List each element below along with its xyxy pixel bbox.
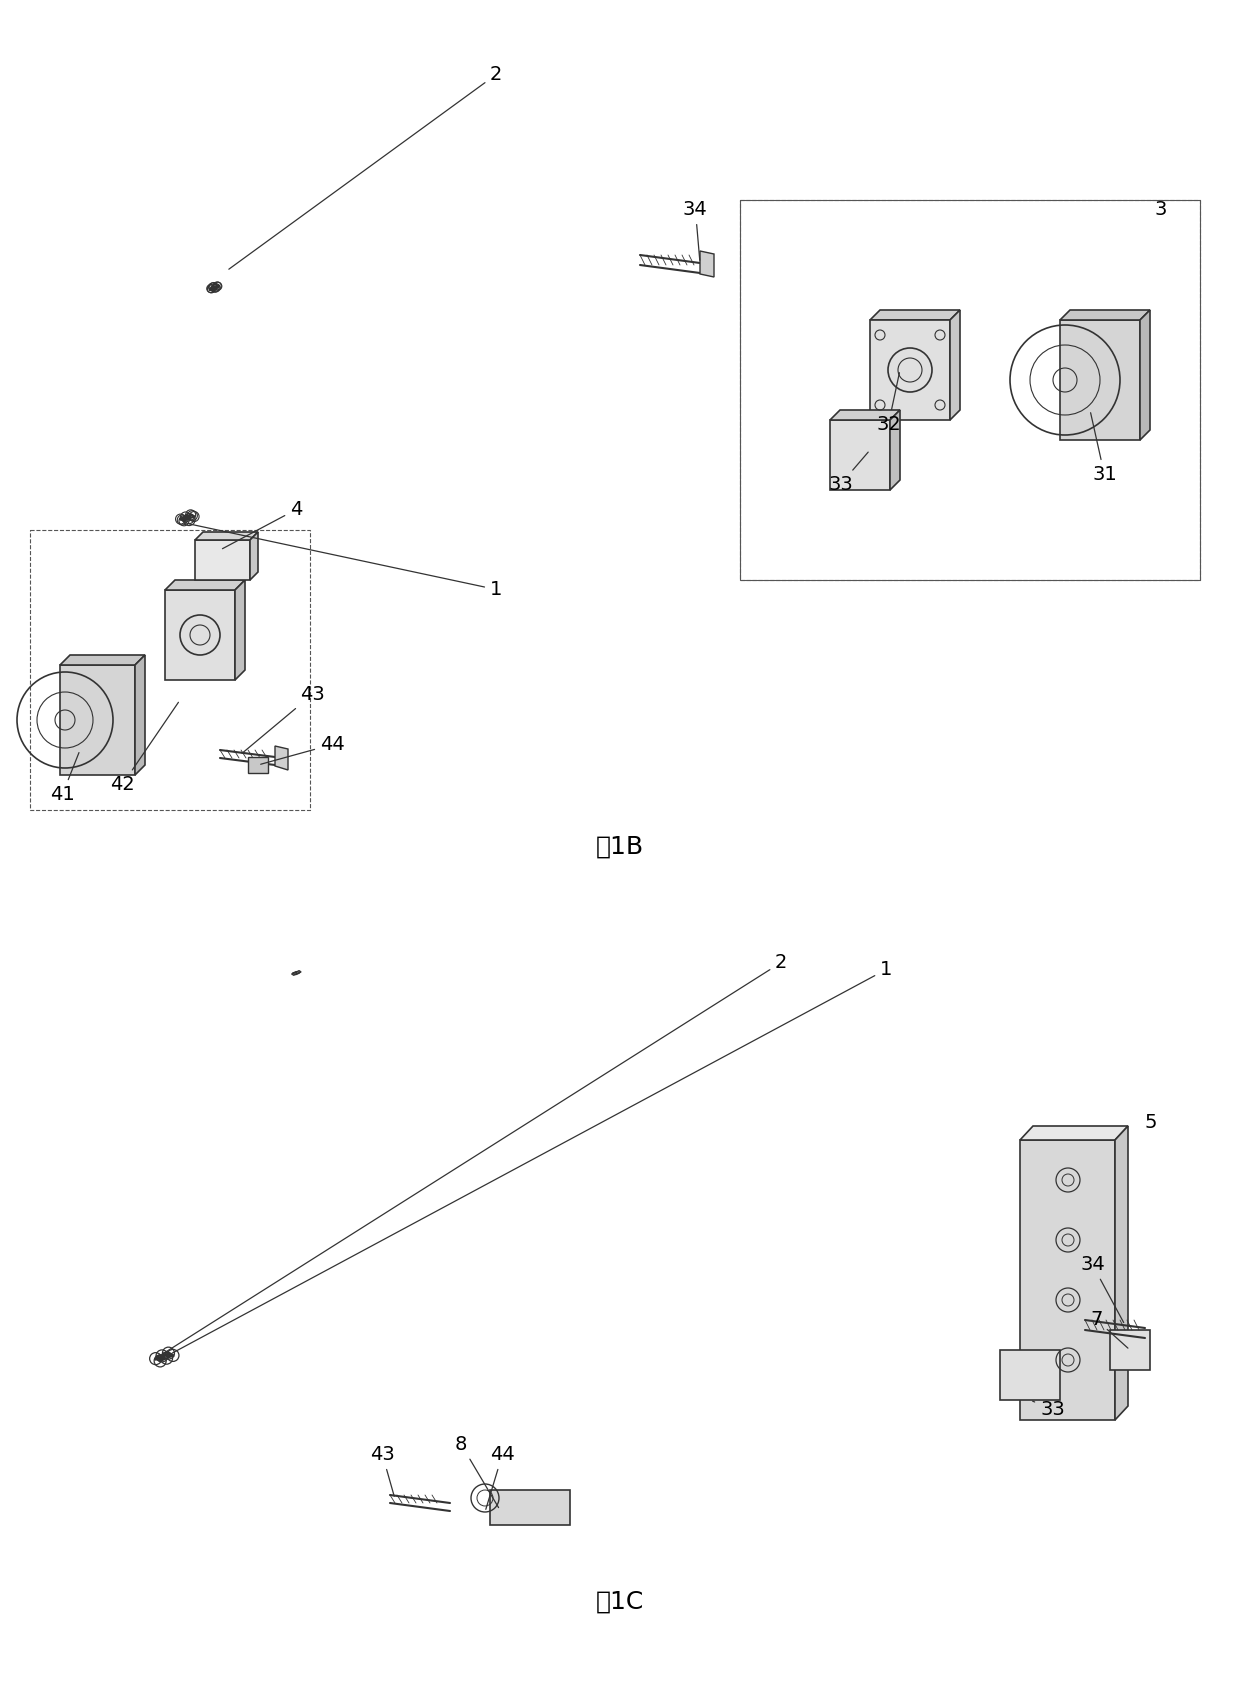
Polygon shape	[186, 517, 187, 519]
Polygon shape	[195, 532, 258, 541]
Polygon shape	[250, 532, 258, 580]
Text: 1: 1	[190, 524, 502, 598]
Text: 4: 4	[222, 500, 303, 549]
Polygon shape	[135, 654, 145, 775]
Polygon shape	[156, 1358, 161, 1359]
Polygon shape	[701, 251, 714, 276]
Text: 31: 31	[1091, 412, 1117, 485]
Polygon shape	[160, 1354, 161, 1358]
Polygon shape	[1110, 1331, 1149, 1370]
Polygon shape	[185, 517, 188, 519]
Polygon shape	[195, 541, 250, 580]
Polygon shape	[890, 410, 900, 490]
Text: 32: 32	[875, 373, 900, 434]
Polygon shape	[60, 664, 135, 775]
Polygon shape	[211, 286, 217, 290]
Polygon shape	[186, 517, 188, 519]
Polygon shape	[184, 517, 186, 520]
Polygon shape	[870, 310, 960, 320]
Polygon shape	[830, 420, 890, 490]
Polygon shape	[999, 1349, 1060, 1400]
Polygon shape	[1115, 1125, 1128, 1420]
Polygon shape	[181, 517, 184, 519]
Polygon shape	[215, 286, 216, 290]
Text: 2: 2	[229, 64, 502, 270]
Bar	[30, 531, 310, 810]
Polygon shape	[210, 288, 211, 290]
Text: 43: 43	[242, 685, 325, 753]
Polygon shape	[164, 1353, 167, 1356]
Polygon shape	[180, 515, 191, 520]
Polygon shape	[180, 515, 195, 520]
Text: 43: 43	[370, 1446, 394, 1497]
Polygon shape	[212, 286, 215, 288]
Polygon shape	[1060, 310, 1149, 320]
Polygon shape	[181, 519, 185, 520]
Polygon shape	[184, 517, 185, 519]
Polygon shape	[187, 515, 188, 517]
Text: 1: 1	[172, 959, 893, 1353]
Polygon shape	[166, 1356, 171, 1358]
Polygon shape	[870, 320, 950, 420]
Text: 33: 33	[828, 453, 868, 493]
Polygon shape	[169, 1353, 174, 1356]
Text: 44: 44	[260, 736, 345, 764]
Polygon shape	[165, 590, 236, 680]
Polygon shape	[295, 973, 299, 975]
Text: 图1C: 图1C	[596, 1590, 644, 1614]
Bar	[740, 200, 1200, 580]
Polygon shape	[275, 746, 288, 770]
Text: 41: 41	[50, 753, 79, 803]
Polygon shape	[165, 580, 246, 590]
Polygon shape	[217, 285, 218, 288]
Polygon shape	[490, 1490, 570, 1526]
Text: 3: 3	[1154, 200, 1167, 219]
Text: 5: 5	[1145, 1114, 1157, 1132]
Polygon shape	[162, 1356, 164, 1359]
Polygon shape	[185, 515, 187, 517]
Polygon shape	[188, 517, 190, 519]
Polygon shape	[60, 654, 145, 664]
Polygon shape	[950, 310, 960, 420]
Text: 44: 44	[486, 1446, 515, 1509]
Polygon shape	[170, 1353, 171, 1356]
Text: 34: 34	[1080, 1254, 1123, 1322]
Polygon shape	[186, 517, 190, 519]
Polygon shape	[291, 971, 301, 975]
Polygon shape	[1021, 1125, 1128, 1141]
Polygon shape	[191, 515, 195, 517]
Polygon shape	[1021, 1141, 1115, 1420]
Polygon shape	[167, 1353, 169, 1354]
Polygon shape	[160, 1358, 164, 1361]
Polygon shape	[1140, 310, 1149, 441]
Polygon shape	[160, 1356, 162, 1359]
Text: 33: 33	[1033, 1400, 1065, 1419]
Polygon shape	[164, 1354, 169, 1356]
Polygon shape	[1060, 320, 1140, 441]
Text: 7: 7	[1090, 1310, 1128, 1348]
Text: 42: 42	[110, 702, 179, 793]
Text: 图1B: 图1B	[596, 836, 644, 859]
Polygon shape	[166, 1353, 170, 1356]
Polygon shape	[293, 971, 298, 973]
Text: 2: 2	[166, 953, 787, 1353]
Polygon shape	[830, 410, 900, 420]
Polygon shape	[211, 286, 218, 290]
Polygon shape	[156, 1354, 160, 1358]
Polygon shape	[155, 1353, 174, 1361]
Text: 34: 34	[683, 200, 708, 261]
Polygon shape	[184, 519, 187, 520]
Polygon shape	[236, 580, 246, 680]
Polygon shape	[215, 286, 216, 290]
Polygon shape	[212, 286, 213, 288]
Text: 8: 8	[455, 1436, 498, 1507]
Polygon shape	[155, 1353, 169, 1359]
Polygon shape	[291, 971, 301, 975]
Bar	[740, 200, 1200, 580]
Polygon shape	[248, 758, 268, 773]
